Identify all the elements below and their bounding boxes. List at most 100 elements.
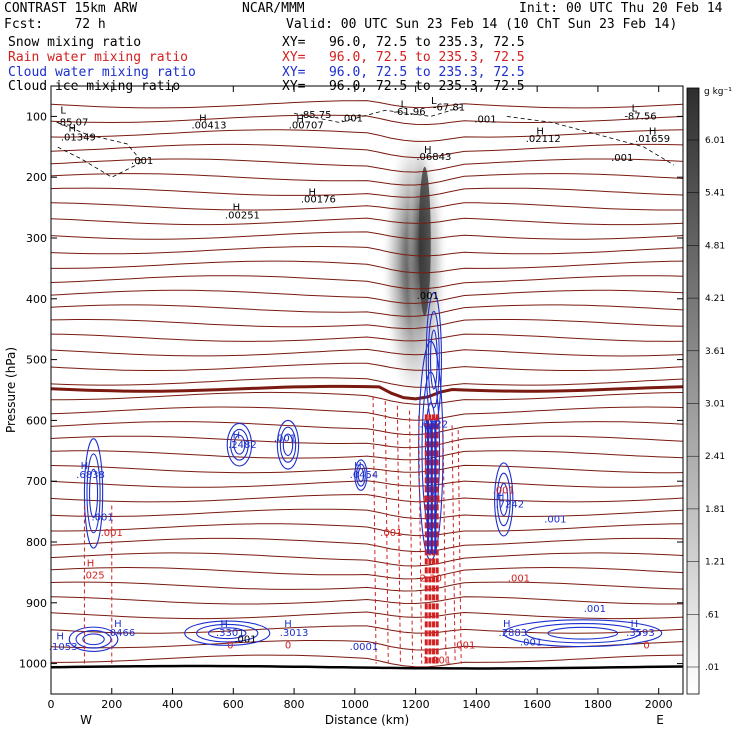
cloud-water-label: H — [424, 425, 432, 436]
cloud-water-contour — [429, 329, 438, 390]
temperature-contour — [51, 362, 683, 371]
cloud-water-label: H — [497, 491, 505, 502]
field-name-cloud-water: Cloud water mixing ratio — [8, 65, 196, 80]
temperature-contour — [51, 435, 683, 449]
x-end-label-west: W — [80, 713, 92, 727]
snow-contour-label: .01659 — [635, 134, 670, 145]
plot-frame — [50, 85, 684, 695]
cloud-water-contour — [282, 433, 294, 456]
cloud-water-label: .2883 — [499, 628, 528, 639]
snow-contour-label: L — [401, 99, 407, 110]
cloud-water-label: H — [503, 619, 511, 630]
rain-water-label: .001 — [101, 528, 123, 539]
temperature-contour — [51, 333, 683, 342]
cloud-water-contour — [88, 468, 99, 518]
temperature-contour — [51, 319, 683, 330]
rain-water-label: 2.30 — [420, 574, 442, 585]
rain-water-label: .001 — [380, 528, 402, 539]
temperature-contour — [51, 537, 683, 553]
forecast-hour: Fcst: 72 h — [4, 17, 106, 32]
field-xy-cloud-water: XY= 96.0, 72.5 to 235.3, 72.5 — [282, 65, 525, 80]
field-xy-rain: XY= 96.0, 72.5 to 235.3, 72.5 — [282, 50, 525, 65]
rain-contour — [384, 400, 389, 664]
snow-contour-label: -87.56 — [624, 111, 656, 122]
temperature-contour — [51, 523, 683, 537]
rain-contour — [396, 405, 401, 664]
snow-contour-label: H — [536, 127, 544, 138]
cloud-water-contour — [357, 467, 365, 483]
cloud-water-label: .0466 — [107, 628, 136, 639]
cloud-water-contour — [276, 419, 300, 470]
temperature-contour — [51, 129, 683, 142]
rain-contour — [442, 420, 447, 664]
rain-water-label: .001 — [420, 494, 442, 505]
y-tick-label: 700 — [26, 475, 47, 488]
temperature-contour — [51, 450, 683, 461]
temperature-contour — [51, 289, 683, 304]
cloud-water-contour — [494, 462, 514, 537]
snow-contour-label: H — [424, 145, 432, 156]
temperature-contour — [51, 260, 683, 274]
colorbar-unit: g kg⁻¹ — [704, 87, 732, 97]
cloud-water-contour — [499, 482, 509, 517]
colorbar-level-label: 5.41 — [705, 189, 725, 199]
y-tick-label: 1000 — [19, 658, 47, 671]
cloud-water-label: H — [56, 631, 64, 642]
rain-water-label: .001 — [453, 640, 475, 651]
cloud-water-label: H — [284, 619, 292, 630]
cloud-water-label: .6322 — [420, 420, 449, 431]
cloud-water-contour — [226, 422, 253, 467]
cloud-ice-label: .001 — [234, 634, 256, 645]
rain-contour — [451, 425, 456, 664]
snow-contour-label: .001 — [131, 156, 153, 167]
x-tick-label: 0 — [48, 698, 55, 711]
cloud-water-contour — [525, 623, 641, 644]
temperature-contour — [51, 202, 683, 211]
cloud-water-label: H — [354, 461, 362, 472]
cloud-water-contour — [86, 453, 101, 534]
cloud-water-label: .001 — [544, 515, 566, 526]
cloud-water-contour — [75, 629, 112, 649]
snow-contour-label: .02112 — [526, 134, 561, 145]
field-name-snow: Snow mixing ratio — [8, 35, 142, 50]
temperature-contour — [51, 231, 683, 240]
temperature-contour — [51, 100, 683, 109]
cloud-water-contour — [230, 428, 249, 461]
x-axis-title: Distance (km) — [325, 713, 409, 727]
terrain-surface — [51, 664, 683, 670]
temperature-contour — [51, 552, 683, 567]
y-tick-label: 600 — [26, 414, 47, 427]
snow-contour-label: H — [649, 127, 657, 138]
temperature-contour — [51, 464, 683, 474]
temperature-contour — [51, 480, 683, 488]
x-tick-label: 600 — [223, 698, 244, 711]
cloud-water-contour — [427, 310, 440, 409]
x-tick-label: 400 — [162, 698, 183, 711]
rain-water-label: 0 — [285, 640, 291, 651]
rain-contour — [372, 396, 377, 664]
rain-water-label: 0 — [643, 640, 649, 651]
cloud-water-label: .001 — [274, 434, 296, 445]
x-end-label-east: E — [656, 713, 664, 727]
snow-contour-label: H — [233, 203, 241, 214]
y-tick-label: 300 — [26, 232, 47, 245]
colorbar-level-label: 3.61 — [705, 347, 725, 357]
snow-contour-label: .001 — [611, 153, 633, 164]
temperature-contour — [51, 275, 683, 290]
cloud-water-contour — [354, 459, 368, 491]
snow-contour-label: .01349 — [61, 133, 96, 144]
cloud-ice-contour — [294, 106, 462, 123]
temperature-contour — [51, 581, 683, 592]
temperature-contour — [51, 421, 683, 436]
snow-contour-label: .001 — [417, 291, 439, 302]
colorbar-level-label: .01 — [705, 663, 719, 673]
x-tick-label: 1200 — [402, 698, 430, 711]
y-tick-label: 900 — [26, 597, 47, 610]
temperature-contour — [51, 158, 683, 173]
cloud-water-contour — [68, 626, 119, 652]
cloud-water-contour — [184, 620, 271, 646]
model-name: CONTRAST 15km ARW — [4, 1, 138, 16]
temperature-contour — [51, 187, 683, 198]
cloud-water-label: .6838 — [76, 470, 105, 481]
